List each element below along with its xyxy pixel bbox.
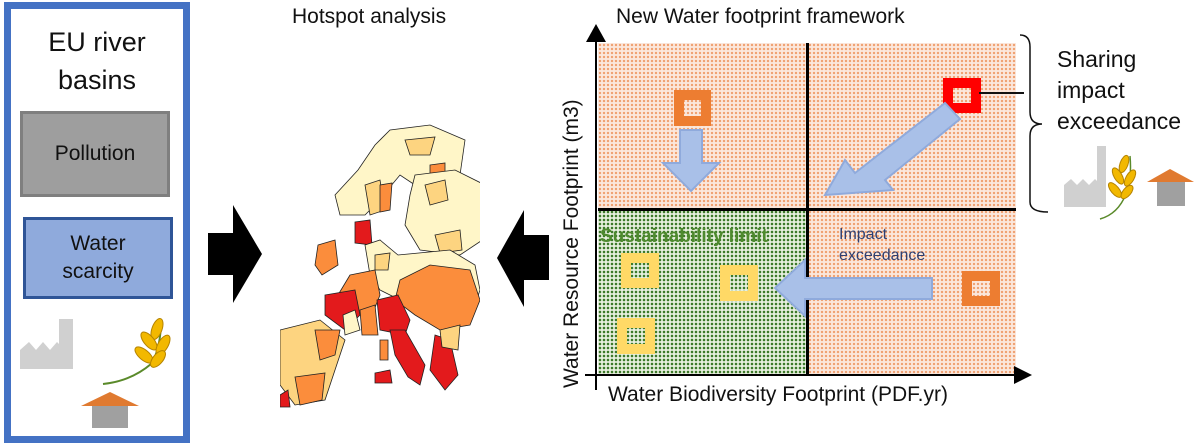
house-icon (1147, 169, 1194, 206)
eu-river-basins-panel: EU river basins Pollution Water scarcity (4, 2, 190, 443)
x-axis-arrow-icon (1014, 366, 1032, 384)
wheat-icon (1099, 154, 1137, 220)
arrow-right-icon (208, 205, 262, 303)
x-axis (585, 374, 1015, 376)
basin-marker-orange (674, 90, 711, 126)
house-icon (81, 392, 139, 428)
framework-title: New Water footprint framework (616, 5, 905, 28)
sector-icons (20, 318, 171, 428)
arrow-down-icon (660, 129, 722, 193)
y-axis (595, 40, 597, 390)
sustainability-limit-label: Sustainability limit (600, 226, 768, 247)
x-axis-label: Water Biodiversity Footprint (PDF.yr) (608, 383, 948, 406)
water-scarcity-box: Water scarcity (23, 217, 173, 299)
quadrant-top-left (598, 43, 808, 209)
sharing-impact-label: Sharing impact exceedance (1057, 46, 1182, 134)
hotspot-title: Hotspot analysis (292, 5, 447, 28)
arrow-left-icon (773, 257, 933, 319)
arrow-left-icon (497, 210, 549, 307)
quadrant-top-right (808, 43, 1016, 209)
factory-icon (1064, 146, 1106, 207)
y-axis-arrow-icon (586, 24, 606, 42)
horizontal-threshold-line (598, 208, 1016, 211)
bracket-connector (979, 92, 1024, 94)
factory-icon (20, 319, 73, 369)
basin-marker-yellow (621, 253, 659, 288)
wheat-icon (102, 318, 171, 385)
sharing-sector-icons (1064, 146, 1194, 220)
arrow-diagonal-icon (823, 101, 962, 197)
y-axis-label: Water Resource Footprint (m3) (560, 99, 583, 388)
europe-map (280, 124, 480, 408)
bracket-icon (1019, 34, 1048, 213)
basin-marker-yellow (617, 318, 655, 354)
reduction-arrows (660, 101, 962, 319)
basin-marker-orange (962, 271, 1000, 306)
impact-exceedance-label: Impact exceedance (839, 226, 926, 264)
quadrant-sustainable (598, 210, 808, 375)
basin-marker-yellow (720, 265, 758, 301)
pollution-box: Pollution (20, 111, 170, 197)
panel-title: EU river basins (48, 27, 146, 95)
basin-marker-red (943, 78, 981, 113)
